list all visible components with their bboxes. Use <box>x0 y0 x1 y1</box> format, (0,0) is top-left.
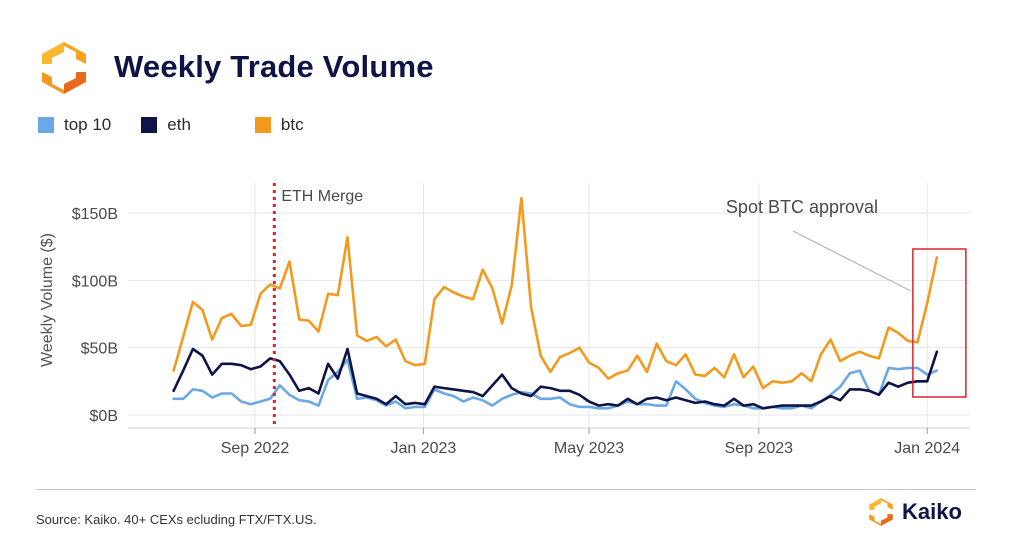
legend-item-top10: top 10 <box>38 115 111 135</box>
legend-swatch-top10 <box>38 117 54 133</box>
brand-name: Kaiko <box>902 499 962 524</box>
legend-label-top10: top 10 <box>64 115 112 134</box>
x-tick-label: May 2023 <box>554 440 624 457</box>
footer-divider <box>36 489 976 490</box>
x-tick-label: Sep 2023 <box>725 440 794 457</box>
eth-merge-label: ETH Merge <box>281 188 363 205</box>
y-axis-tick-labels: $0B $50B $100B $150B <box>72 206 118 425</box>
series-lines <box>172 196 939 410</box>
spot-btc-label: Spot BTC approval <box>726 197 878 217</box>
gridlines <box>128 183 970 429</box>
legend-item-btc: btc <box>254 115 304 135</box>
y-tick-label: $100B <box>72 273 118 290</box>
legend-swatch-eth <box>141 117 158 133</box>
legend-item-eth: eth <box>141 115 191 135</box>
plot-area <box>128 183 970 428</box>
x-axis-tick-labels: Sep 2022 Jan 2023 May 2023 Sep 2023 Jan 2024 <box>221 428 960 457</box>
brand-mark: Kaiko <box>866 497 962 527</box>
kaiko-brand-icon <box>869 498 893 526</box>
series-line-btc <box>172 196 939 390</box>
weekly-volume-chart: $0B $50B $100B $150B Sep 2022 Jan 2023 May 20… <box>39 183 970 457</box>
y-tick-label: $0B <box>90 408 118 425</box>
x-tick-label: Sep 2022 <box>221 440 290 457</box>
chart-legend: top 10 eth btc <box>38 115 334 135</box>
y-tick-label: $150B <box>72 206 118 223</box>
y-tick-label: $50B <box>81 341 118 358</box>
series-line-top-10 <box>172 358 939 410</box>
x-tick-label: Jan 2023 <box>390 440 456 457</box>
chart-annotations: ETH Merge Spot BTC approval <box>272 183 967 428</box>
legend-label-btc: btc <box>280 115 304 134</box>
kaiko-logo-icon <box>42 42 86 94</box>
x-tick-label: Jan 2024 <box>894 440 960 457</box>
source-note: Source: Kaiko. 40+ CEXs ecluding FTX/FTX… <box>36 512 317 527</box>
legend-label-eth: eth <box>167 115 191 134</box>
spot-btc-pointer-line <box>792 230 912 292</box>
series-line-eth <box>172 347 939 410</box>
page-title: Weekly Trade Volume <box>114 49 434 84</box>
spot-btc-highlight-box <box>912 248 967 398</box>
legend-swatch-btc <box>254 117 271 133</box>
y-axis-label: Weekly Volume ($) <box>39 233 56 367</box>
